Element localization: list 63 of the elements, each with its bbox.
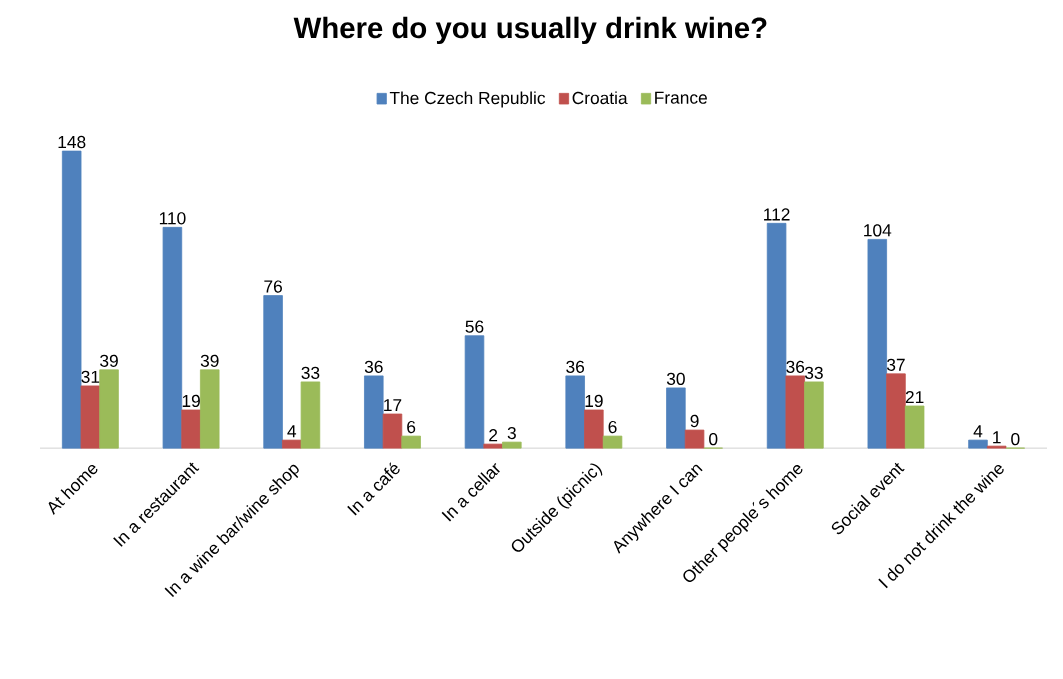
data-label: 110 <box>159 212 186 225</box>
bar <box>200 369 220 449</box>
data-label: 2 <box>489 429 498 442</box>
bar <box>986 445 1007 449</box>
data-label: 4 <box>973 425 983 438</box>
bar <box>766 223 787 449</box>
bar <box>464 335 485 449</box>
data-label: 0 <box>709 432 718 446</box>
bar <box>684 429 705 449</box>
bar <box>666 387 686 449</box>
bar <box>80 385 101 449</box>
data-label: 39 <box>200 354 219 367</box>
data-label: 1 <box>993 431 1001 444</box>
bar <box>483 443 503 449</box>
bar <box>263 295 283 449</box>
legend-label: The Czech Republic <box>389 91 546 108</box>
data-label: 3 <box>507 426 516 440</box>
bar <box>584 409 604 449</box>
data-label: 112 <box>764 208 790 221</box>
bar <box>99 369 119 449</box>
data-label: 9 <box>690 414 699 428</box>
data-label: 148 <box>58 135 86 149</box>
bar <box>602 435 623 449</box>
data-label: 6 <box>407 420 416 434</box>
bar <box>401 435 421 449</box>
bar <box>904 405 925 449</box>
bar <box>162 227 183 449</box>
data-label: 0 <box>1011 432 1020 446</box>
data-label: 6 <box>608 420 617 434</box>
data-label: 76 <box>264 280 282 293</box>
bar <box>804 381 824 449</box>
data-label: 36 <box>786 360 805 374</box>
legend-label: Croatia <box>572 91 628 105</box>
bar <box>886 373 906 449</box>
bar <box>300 381 321 449</box>
data-label: 19 <box>585 394 603 408</box>
bar <box>785 375 805 449</box>
data-label: 56 <box>465 320 484 333</box>
bar <box>181 409 201 449</box>
data-label: 31 <box>81 370 100 384</box>
data-label: 36 <box>566 360 585 374</box>
data-label: 4 <box>287 425 297 438</box>
data-label: 37 <box>886 358 905 371</box>
bar <box>61 150 82 449</box>
data-label: 30 <box>666 372 685 386</box>
bar <box>867 239 888 449</box>
data-label: 33 <box>804 366 823 380</box>
bar <box>282 439 302 449</box>
data-label: 39 <box>100 354 118 367</box>
bar <box>502 441 522 449</box>
data-label: 17 <box>384 399 402 412</box>
bar <box>364 375 384 449</box>
chart-title: Where do you usually drink wine? <box>293 16 767 45</box>
x-tick-label: In a café <box>347 462 400 516</box>
data-label: 19 <box>182 394 200 408</box>
data-label: 36 <box>364 360 383 374</box>
bar <box>382 413 403 449</box>
bar <box>565 375 585 449</box>
legend-label: France <box>655 91 707 104</box>
bar <box>968 439 988 449</box>
data-label: 33 <box>301 366 320 380</box>
data-label: 104 <box>864 224 892 237</box>
data-label: 21 <box>905 391 924 404</box>
